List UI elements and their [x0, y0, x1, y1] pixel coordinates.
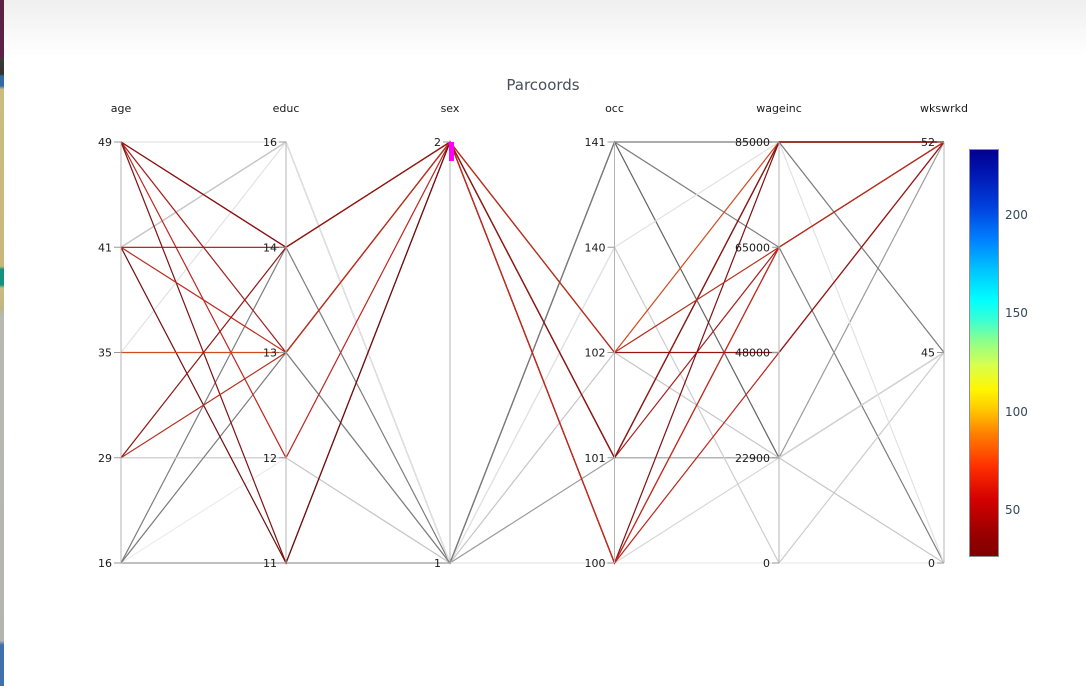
axis-name-wkswrkd: wkswrkd — [920, 102, 968, 115]
tick-label-age-41: 41 — [98, 241, 112, 254]
tick-label-educ-13: 13 — [263, 347, 277, 360]
tick-label-wageinc-0: 0 — [763, 557, 770, 570]
tick-label-wkswrkd-52: 52 — [921, 136, 935, 149]
tick-label-age-49: 49 — [98, 136, 112, 149]
axis-name-sex: sex — [441, 102, 460, 115]
data-line — [121, 351, 945, 564]
tick-label-wageinc-22900: 22900 — [735, 452, 770, 465]
tick-label-educ-16: 16 — [263, 136, 277, 149]
desktop-edge-strip — [0, 0, 4, 686]
tick-label-wageinc-65000: 65000 — [735, 241, 770, 254]
colorbar-tick-200: 200 — [1005, 208, 1028, 223]
colorbar: 200 150 100 50 — [969, 149, 1086, 559]
tick-label-educ-11: 11 — [263, 557, 277, 570]
tick-label-occ-140: 140 — [585, 241, 606, 254]
tick-label-occ-101: 101 — [585, 452, 606, 465]
data-line — [121, 141, 945, 564]
colorbar-tick-100: 100 — [1005, 405, 1028, 420]
sex-axis-brush[interactable] — [449, 142, 454, 161]
axis-name-wageinc: wageinc — [756, 102, 802, 115]
colorbar-tick-150: 150 — [1005, 306, 1028, 321]
page-top-fade — [0, 0, 1086, 56]
tick-label-wageinc-85000: 85000 — [735, 136, 770, 149]
axis-name-educ: educ — [273, 102, 300, 115]
tick-label-wageinc-48000: 48000 — [735, 347, 770, 360]
tick-label-wkswrkd-0: 0 — [928, 557, 935, 570]
tick-label-occ-102: 102 — [585, 347, 606, 360]
colorbar-tick-50: 50 — [1005, 503, 1021, 518]
tick-label-sex-2: 2 — [434, 136, 441, 149]
axis-name-age: age — [111, 102, 132, 115]
tick-label-educ-12: 12 — [263, 452, 277, 465]
tick-label-age-29: 29 — [98, 452, 112, 465]
tick-label-occ-100: 100 — [585, 557, 606, 570]
axis-name-occ: occ — [605, 102, 624, 115]
tick-label-educ-14: 14 — [263, 241, 277, 254]
tick-label-sex-1: 1 — [434, 557, 441, 570]
tick-label-age-35: 35 — [98, 347, 112, 360]
tick-label-age-16: 16 — [98, 557, 112, 570]
data-line — [120, 141, 945, 459]
colorbar-gradient — [969, 149, 999, 557]
data-line — [120, 140, 945, 565]
chart-title: Parcoords — [506, 76, 580, 94]
data-line — [120, 141, 944, 460]
data-line — [120, 457, 944, 564]
tick-label-wkswrkd-45: 45 — [921, 347, 935, 360]
tick-label-occ-141: 141 — [585, 136, 606, 149]
